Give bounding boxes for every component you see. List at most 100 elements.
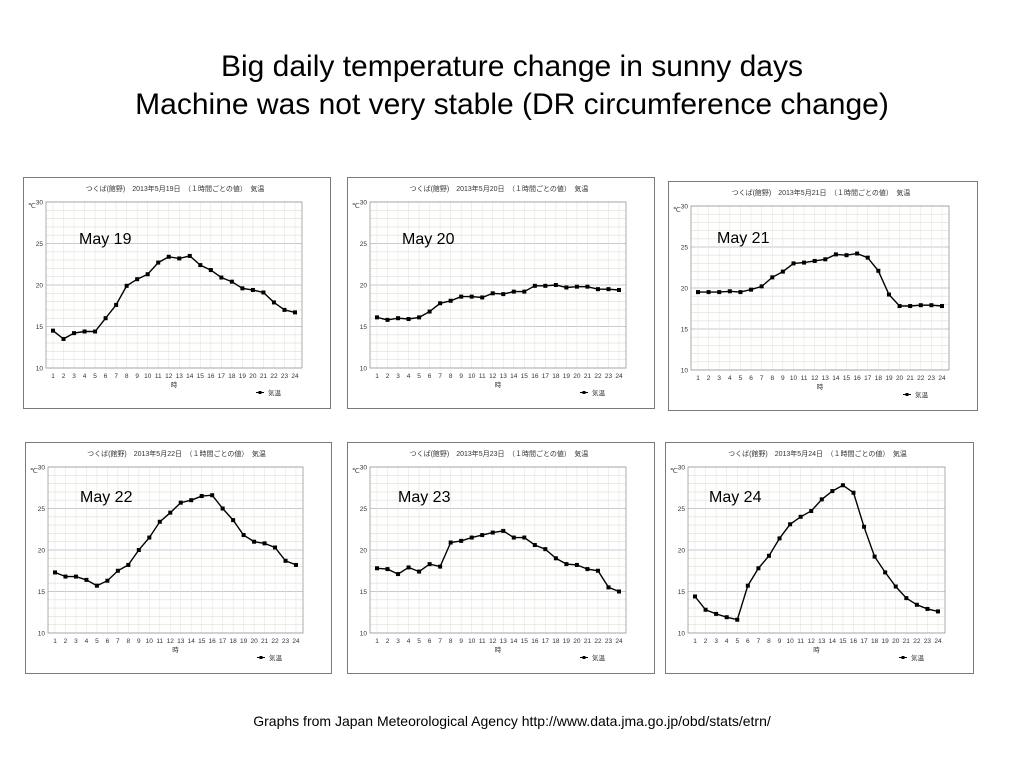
temperature-data-point [283,558,288,563]
temperature-data-point [168,510,173,515]
chart-date-label: May 24 [709,489,762,506]
x-tick-label: 16 [207,373,215,380]
temperature-data-point [219,275,224,280]
temperature-data-point [417,569,422,574]
legend-label: 気温 [592,388,606,397]
x-tick-label: 17 [542,638,550,645]
x-tick-label: 23 [605,373,613,380]
x-tick-label: 23 [282,638,290,645]
y-tick-label: 10 [678,631,686,638]
temperature-data-point [766,553,771,558]
temperature-data-point [595,568,600,573]
legend-marker [905,393,909,396]
x-tick-label: 3 [717,375,721,382]
x-tick-label: 17 [219,638,227,645]
y-tick-label: 20 [36,283,44,290]
plot-frame [45,201,303,369]
x-tick-label: 5 [93,373,97,380]
temperature-data-point [126,562,131,567]
x-tick-label: 21 [584,638,592,645]
y-tick-label: 20 [360,283,368,290]
y-axis-unit: ℃ [670,468,678,475]
temperature-data-point [553,556,558,561]
temperature-data-point [897,304,902,309]
legend-marker [901,656,905,659]
x-tick-label: 17 [860,638,868,645]
x-tick-label: 5 [417,373,421,380]
temperature-data-point [187,253,192,258]
x-tick-label: 1 [375,638,379,645]
temperature-chart-may-19: つくば(館野) 2013年5月19日 （１時間ごとの値） 気温 ℃ 10 15 20 25… [23,177,331,409]
x-tick-label: 21 [903,638,911,645]
x-tick-label: 18 [552,373,560,380]
temperature-data-point [166,254,171,259]
chart-header: つくば(館野) 2013年5月23日 （１時間ごとの値） 気温 [410,449,589,458]
temperature-data-point [231,518,236,523]
temperature-data-point [375,566,379,571]
title-line-1: Big daily temperature change in sunny da… [220,50,803,83]
x-tick-label: 14 [829,638,837,645]
temperature-data-point [459,294,464,299]
temperature-data-point [53,570,57,575]
x-tick-label: 10 [790,375,798,382]
x-tick-label: 8 [449,638,453,645]
temperature-data-point [543,283,548,288]
y-tick-label: 10 [38,631,46,638]
x-tick-label: 7 [438,373,442,380]
temperature-data-point [532,283,537,288]
source-credits: Graphs from Japan Meteorological Agency … [253,713,771,729]
x-tick-label: 14 [510,638,518,645]
temperature-data-point [738,290,743,295]
x-tick-label: 20 [249,373,257,380]
chart-header: つくば(館野) 2013年5月20日 （１時間ごとの値） 気温 [410,184,589,193]
temperature-data-point [459,538,464,543]
temperature-data-point [115,568,120,573]
temperature-data-point [438,564,443,569]
temperature-data-point [749,287,754,292]
temperature-data-point [727,289,732,294]
temperature-data-point [904,596,909,601]
plot-frame [369,201,627,369]
x-tick-label: 22 [594,373,602,380]
temperature-data-point [918,303,923,308]
x-tick-label: 17 [542,373,550,380]
x-tick-label: 3 [714,638,718,645]
y-tick-label: 10 [360,631,368,638]
x-axis-label: 時 [172,646,179,654]
legend-marker [582,391,586,394]
x-tick-label: 22 [594,638,602,645]
temperature-data-point [220,506,225,511]
temperature-data-point [147,535,152,540]
temperature-data-point [940,304,944,309]
x-tick-label: 6 [428,638,432,645]
temperature-data-point [617,287,621,292]
y-axis-unit: ℃ [28,203,36,210]
x-tick-label: 4 [83,373,87,380]
x-tick-label: 9 [781,375,785,382]
x-tick-label: 4 [85,638,89,645]
x-tick-label: 16 [854,375,862,382]
x-tick-label: 12 [811,375,819,382]
temperature-data-point [136,548,141,552]
plot-frame [690,205,950,371]
temperature-data-point [830,489,835,494]
temperature-data-point [396,572,401,577]
temperature-data-point [872,554,877,559]
legend-label: 気温 [915,390,929,399]
temperature-data-point [469,294,474,299]
temperature-data-point [851,490,856,495]
x-tick-label: 3 [72,373,76,380]
x-tick-label: 10 [146,638,154,645]
x-tick-label: 20 [896,375,904,382]
temperature-data-point [543,547,548,552]
chart-header: つくば(館野) 2013年5月21日 （１時間ごとの値） 気温 [732,188,911,197]
x-tick-label: 20 [573,373,581,380]
temperature-data-point [490,291,495,296]
temperature-data-point [595,287,600,292]
temperature-data-point [199,494,204,499]
temperature-data-point [777,536,782,541]
x-tick-label: 23 [928,375,936,382]
chart-date-label: May 23 [398,489,451,506]
x-tick-label: 13 [176,373,184,380]
x-tick-label: 13 [822,375,830,382]
